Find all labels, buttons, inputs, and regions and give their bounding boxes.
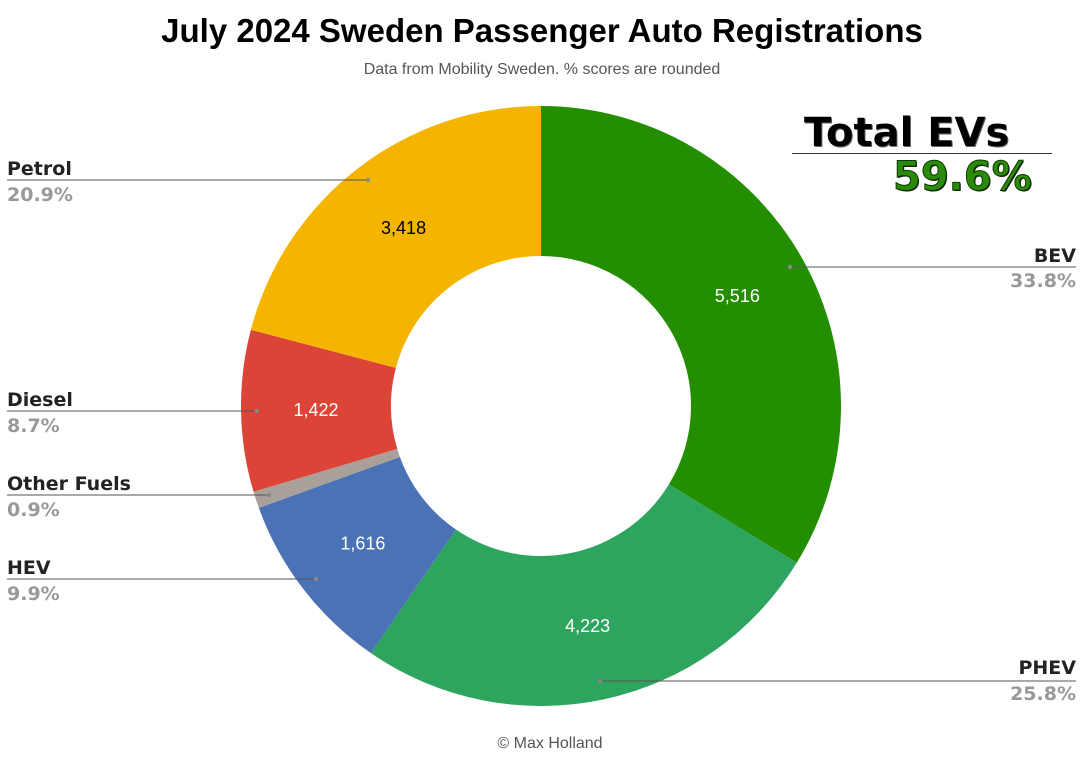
leader-dot-other-fuels [266,492,272,498]
value-label-phev: 4,223 [565,616,610,636]
leader-dot-petrol [365,177,371,183]
slices-group [241,105,841,707]
chart-title: July 2024 Sweden Passenger Auto Registra… [161,12,923,49]
slice-diesel [241,329,398,492]
category-label-phev: PHEV [1018,657,1076,679]
value-label-hev: 1,616 [340,533,385,553]
slice-other-fuels [253,448,400,508]
value-label-bev: 5,516 [715,286,760,306]
leader-dot-phev [597,678,603,684]
percent-label-hev: 9.9% [7,583,60,605]
category-label-petrol: Petrol [7,158,72,180]
category-label-hev: HEV [7,557,51,579]
leader-dot-diesel [254,408,260,414]
slice-bev [541,106,841,563]
slice-phev [370,484,797,707]
leader-lines-group [7,177,1076,684]
percent-label-petrol: 20.9% [7,184,73,206]
percent-label-other-fuels: 0.9% [7,499,60,521]
leader-dot-bev [787,264,793,270]
percent-label-diesel: 8.7% [7,415,60,437]
category-label-other-fuels: Other Fuels [7,473,131,495]
value-label-petrol: 3,418 [381,218,426,238]
total-evs-title: Total EVs [804,110,1010,156]
total-evs-divider [792,153,1052,154]
labels-group: 5,516 BEV 33.8% 4,223 PHEV 25.8% 1,616 HEV 9.9% O… [7,158,1076,705]
slice-hev [258,456,456,654]
slice-petrol [250,105,542,368]
credit-text: © Max Holland [497,735,603,752]
value-label-diesel: 1,422 [294,400,339,420]
category-label-bev: BEV [1034,245,1076,267]
total-evs-value: 59.6% [893,154,1033,201]
chart-subtitle: Data from Mobility Sweden. % scores are … [363,61,721,78]
category-label-diesel: Diesel [7,389,73,411]
leader-dot-hev [313,576,319,582]
percent-label-phev: 25.8% [1010,683,1076,705]
percent-label-bev: 33.8% [1010,270,1076,292]
